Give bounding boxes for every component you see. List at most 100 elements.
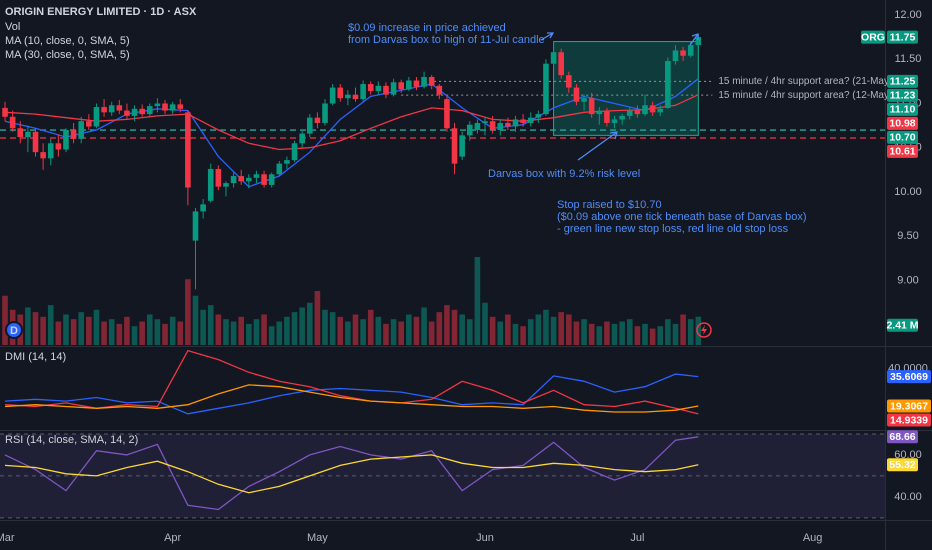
volume-bar bbox=[687, 319, 694, 345]
event-icon-bolt bbox=[701, 325, 707, 335]
line-series bbox=[4, 384, 699, 413]
annotation: $0.09 increase in price achieved bbox=[348, 22, 506, 34]
volume-bar bbox=[177, 321, 184, 345]
candle-body bbox=[238, 176, 245, 182]
candle-body bbox=[322, 103, 328, 123]
candle-body bbox=[520, 119, 526, 123]
price-tag-label: 10.61 bbox=[889, 146, 915, 158]
volume-bar bbox=[672, 323, 679, 345]
volume-bar bbox=[40, 316, 46, 345]
candle-body bbox=[543, 63, 549, 115]
candle-body bbox=[70, 130, 77, 139]
price-tag bbox=[887, 116, 918, 130]
y-tick-label: 12.00 bbox=[894, 9, 922, 21]
volume-bar bbox=[139, 321, 145, 345]
y-tick-label: 11.50 bbox=[895, 53, 922, 65]
volume-bar bbox=[695, 316, 702, 345]
candle-body bbox=[649, 105, 656, 113]
y-tick-label: 9.50 bbox=[897, 230, 918, 242]
price-tag bbox=[887, 144, 918, 158]
volume-bar bbox=[337, 316, 344, 345]
volume-bar bbox=[63, 314, 69, 345]
candle-body bbox=[352, 94, 359, 100]
candle-body bbox=[78, 121, 85, 139]
event-icon[interactable] bbox=[696, 322, 712, 338]
candle-body bbox=[581, 98, 587, 102]
volume-bar bbox=[169, 316, 176, 345]
candle-body bbox=[192, 211, 199, 241]
candle-body bbox=[558, 52, 565, 76]
annotation: from Darvas box to high of 11-Jul candle bbox=[348, 34, 545, 46]
volume-bar bbox=[306, 302, 313, 345]
volume-tag bbox=[887, 318, 918, 332]
volume-bar bbox=[162, 323, 168, 345]
candle-body bbox=[108, 105, 115, 113]
volume-tag-label: 2.41 M bbox=[886, 320, 918, 332]
volume-bar bbox=[276, 321, 283, 345]
candle-body bbox=[588, 98, 595, 115]
candle-body bbox=[32, 131, 39, 153]
candle-body bbox=[626, 110, 633, 116]
volume-bar bbox=[550, 316, 557, 345]
volume-bar bbox=[116, 323, 123, 345]
volume-bar bbox=[436, 312, 443, 345]
volume-bar bbox=[314, 291, 321, 345]
dividend-icon[interactable] bbox=[5, 321, 23, 339]
volume-bar bbox=[101, 321, 107, 345]
y-tick-label: 40.00 bbox=[894, 491, 922, 503]
candle-body bbox=[9, 116, 16, 129]
pane-title: RSI (14, close, SMA, 14, 2) bbox=[5, 434, 138, 446]
candle-body bbox=[299, 133, 305, 144]
volume-bar bbox=[489, 316, 496, 345]
volume-bar bbox=[398, 321, 405, 345]
support-label: 15 minute / 4hr support area? (21-May) bbox=[718, 76, 892, 87]
candle-body bbox=[611, 119, 618, 123]
x-tick-label: Jun bbox=[476, 532, 494, 544]
line-series bbox=[4, 454, 699, 494]
line-series bbox=[4, 436, 699, 511]
volume-bar bbox=[261, 314, 267, 345]
candle-body bbox=[642, 105, 648, 115]
volume-bar bbox=[215, 314, 222, 345]
candle-body bbox=[436, 85, 443, 95]
candle-body bbox=[329, 87, 336, 104]
volume-bar bbox=[322, 309, 328, 345]
volume-bar bbox=[558, 312, 565, 345]
candle-body bbox=[687, 45, 694, 56]
candle-body bbox=[261, 174, 267, 185]
volume-bar bbox=[192, 295, 199, 345]
candle-body bbox=[695, 37, 702, 46]
candle-body bbox=[466, 124, 473, 136]
price-tag-label: 19.3067 bbox=[890, 400, 928, 412]
chart-title: ORIGIN ENERGY LIMITED · 1D · ASX bbox=[5, 6, 197, 18]
volume-bar bbox=[527, 319, 534, 345]
candle-body bbox=[390, 82, 397, 95]
volume-bar bbox=[207, 305, 214, 345]
volume-bar bbox=[291, 312, 298, 345]
candle-body bbox=[444, 99, 450, 129]
candle-body bbox=[55, 143, 62, 150]
candle-body bbox=[169, 104, 176, 111]
volume-bar bbox=[619, 321, 625, 345]
volume-bar bbox=[459, 314, 465, 345]
candle-body bbox=[25, 131, 31, 138]
volume-bar bbox=[482, 302, 488, 345]
candle-body bbox=[489, 121, 496, 131]
annotation: Stop raised to $10.70 bbox=[557, 199, 662, 211]
volume-bar bbox=[360, 319, 366, 345]
volume-bar bbox=[86, 316, 92, 345]
candle-body bbox=[421, 76, 427, 87]
volume-bar bbox=[47, 305, 54, 345]
arrow bbox=[540, 32, 554, 41]
candle-body bbox=[375, 85, 382, 92]
candle-body bbox=[314, 117, 321, 123]
line-series bbox=[4, 349, 699, 415]
arrow bbox=[577, 131, 618, 161]
candle-body bbox=[535, 114, 542, 118]
price-tag-label: 68.66 bbox=[889, 431, 915, 443]
price-tag-label: 11.10 bbox=[890, 104, 916, 116]
volume-bar bbox=[32, 312, 39, 345]
candle-body bbox=[398, 82, 405, 90]
volume-bar bbox=[329, 312, 336, 345]
